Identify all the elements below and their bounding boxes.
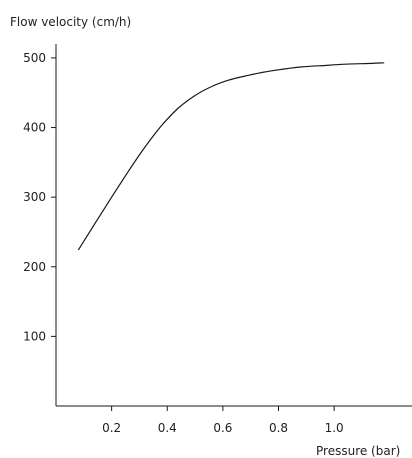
x-tick-label: 0.8 <box>269 421 288 435</box>
x-axis-label: Pressure (bar) <box>316 444 400 458</box>
y-tick-label: 100 <box>23 329 46 343</box>
y-axis-label: Flow velocity (cm/h) <box>10 15 131 29</box>
flow-velocity-curve <box>77 62 385 251</box>
x-tick-label: 0.6 <box>213 421 232 435</box>
y-tick-label: 400 <box>23 121 46 135</box>
x-ticks: 0.2 0.4 0.6 0.8 1.0 <box>102 406 344 435</box>
x-tick-label: 0.2 <box>102 421 121 435</box>
axes <box>55 44 412 407</box>
plot-area <box>77 62 385 251</box>
y-tick-label: 500 <box>23 51 46 65</box>
y-tick-label: 200 <box>23 260 46 274</box>
x-tick-label: 0.4 <box>158 421 177 435</box>
x-tick-label: 1.0 <box>325 421 344 435</box>
y-ticks: 100 200 300 400 500 <box>23 51 56 343</box>
y-tick-label: 300 <box>23 190 46 204</box>
